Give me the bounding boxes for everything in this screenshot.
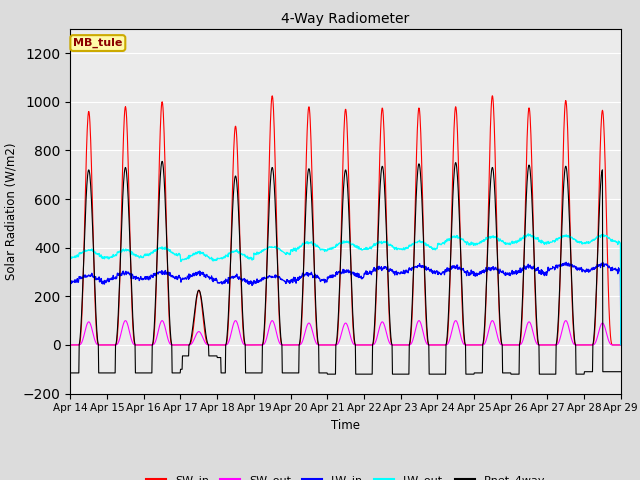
SW_out xyxy=(189,338,197,344)
SW_out xyxy=(176,342,184,348)
SW_out xyxy=(67,342,74,348)
SW_in xyxy=(175,342,183,348)
SW_out xyxy=(617,342,625,348)
Line: SW_in: SW_in xyxy=(70,96,621,345)
LW_out xyxy=(250,252,258,257)
SW_out xyxy=(504,342,511,348)
Text: MB_tule: MB_tule xyxy=(73,38,122,48)
LW_in xyxy=(563,259,570,265)
Rnet_4way xyxy=(67,370,74,376)
LW_out xyxy=(552,236,559,242)
Line: LW_in: LW_in xyxy=(70,262,621,345)
Y-axis label: Solar Radiation (W/m2): Solar Radiation (W/m2) xyxy=(4,143,17,280)
Line: LW_out: LW_out xyxy=(70,234,621,345)
Rnet_4way xyxy=(158,158,166,164)
Rnet_4way xyxy=(176,370,184,376)
SW_in xyxy=(488,93,496,98)
SW_out xyxy=(251,342,259,348)
LW_out xyxy=(189,251,196,257)
LW_out xyxy=(524,231,532,237)
SW_in xyxy=(617,342,625,348)
SW_in xyxy=(552,342,559,348)
SW_in xyxy=(431,342,439,348)
Rnet_4way xyxy=(504,370,511,376)
Line: SW_out: SW_out xyxy=(70,321,621,345)
SW_in xyxy=(189,330,196,336)
LW_in xyxy=(250,280,258,286)
LW_in xyxy=(175,275,183,281)
LW_out xyxy=(503,241,511,247)
LW_in xyxy=(67,277,74,283)
SW_in xyxy=(250,342,258,348)
LW_in xyxy=(617,342,625,348)
Rnet_4way xyxy=(251,370,259,376)
LW_out xyxy=(67,253,74,259)
Legend: SW_in, SW_out, LW_in, LW_out, Rnet_4way: SW_in, SW_out, LW_in, LW_out, Rnet_4way xyxy=(142,470,549,480)
SW_out xyxy=(122,318,129,324)
Rnet_4way xyxy=(552,342,560,348)
SW_out xyxy=(552,342,559,348)
LW_in xyxy=(189,271,196,276)
LW_in xyxy=(431,270,439,276)
LW_in xyxy=(552,266,559,272)
LW_in xyxy=(503,271,511,277)
Rnet_4way xyxy=(617,369,625,374)
Title: 4-Way Radiometer: 4-Way Radiometer xyxy=(282,12,410,26)
Rnet_4way xyxy=(432,371,440,377)
SW_in xyxy=(504,342,511,348)
LW_out xyxy=(175,252,183,258)
SW_in xyxy=(67,342,74,348)
Rnet_4way xyxy=(324,371,332,377)
LW_out xyxy=(617,342,625,348)
Line: Rnet_4way: Rnet_4way xyxy=(70,161,621,374)
X-axis label: Time: Time xyxy=(331,419,360,432)
SW_out xyxy=(431,342,439,348)
Rnet_4way xyxy=(189,321,197,326)
LW_out xyxy=(431,247,439,252)
